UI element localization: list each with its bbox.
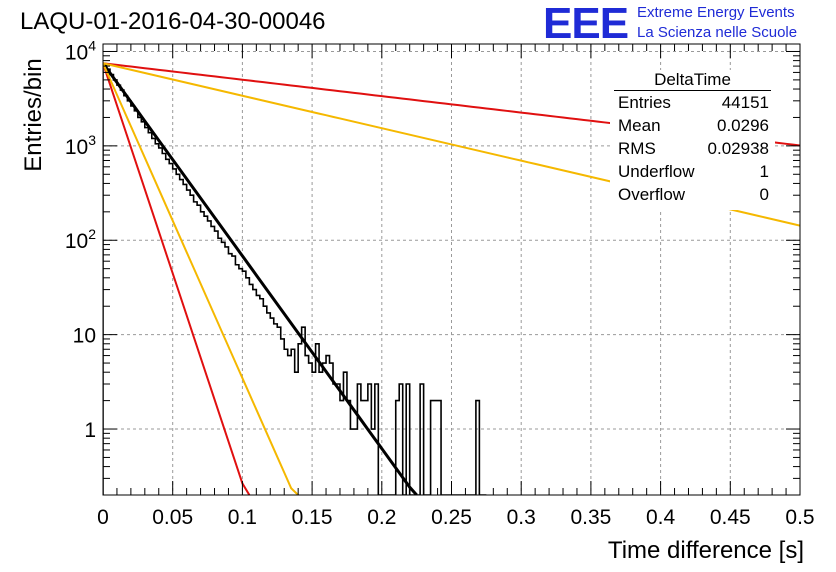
stats-row: Overflow 0 xyxy=(610,183,775,206)
stats-row: Mean 0.0296 xyxy=(610,114,775,137)
stats-label: Overflow xyxy=(618,185,686,204)
x-axis-label: Time difference [s] xyxy=(607,537,804,564)
x-tick-label: 0.3 xyxy=(507,506,536,529)
stats-row: Entries 44151 xyxy=(610,91,775,114)
stats-title: DeltaTime xyxy=(614,70,771,91)
stats-label: Entries xyxy=(618,93,671,112)
stats-value: 1 xyxy=(759,162,769,181)
x-tick-label: 0.2 xyxy=(367,506,396,529)
stats-row: RMS 0.02938 xyxy=(610,137,775,160)
chart-title: LAQU-01-2016-04-30-00046 xyxy=(20,8,326,35)
stats-label: RMS xyxy=(618,139,656,158)
stats-value: 0.0296 xyxy=(717,116,769,135)
stats-row: Underflow 1 xyxy=(610,160,775,183)
x-tick-label: 0.35 xyxy=(570,506,611,529)
stats-label: Underflow xyxy=(618,162,695,181)
y-tick-label: 10 xyxy=(73,325,96,348)
fit-line xyxy=(103,62,251,495)
x-tick-label: 0.25 xyxy=(431,506,472,529)
x-tick-label: 0.05 xyxy=(152,506,193,529)
x-tick-label: 0.15 xyxy=(292,506,333,529)
histogram-deltatime xyxy=(103,63,487,495)
logo-line-2: La Scienza nelle Scuole xyxy=(637,24,798,41)
y-axis-label: Entries/bin xyxy=(20,58,47,172)
stats-value: 0.02938 xyxy=(707,139,769,158)
x-tick-label: 0.4 xyxy=(646,506,676,529)
fit-line xyxy=(103,62,418,495)
y-tick-label: 104 xyxy=(65,37,96,64)
x-tick-label: 0.1 xyxy=(228,506,257,529)
x-tick-label: 0.5 xyxy=(785,506,814,529)
y-tick-label: 102 xyxy=(65,226,96,253)
y-tick-label: 1 xyxy=(84,419,96,442)
stats-value: 44151 xyxy=(721,93,769,112)
stats-label: Mean xyxy=(618,116,661,135)
eee-logo: EEE xyxy=(543,0,629,48)
stats-box: DeltaTime Entries 44151 Mean 0.0296 RMS 0.0… xyxy=(610,70,775,210)
x-tick-label: 0 xyxy=(97,506,109,529)
stats-value: 0 xyxy=(759,185,769,204)
x-tick-label: 0.45 xyxy=(710,506,751,529)
y-tick-label: 103 xyxy=(65,132,96,159)
fit-line xyxy=(103,62,299,495)
logo-line-1: Extreme Energy Events xyxy=(637,4,795,21)
